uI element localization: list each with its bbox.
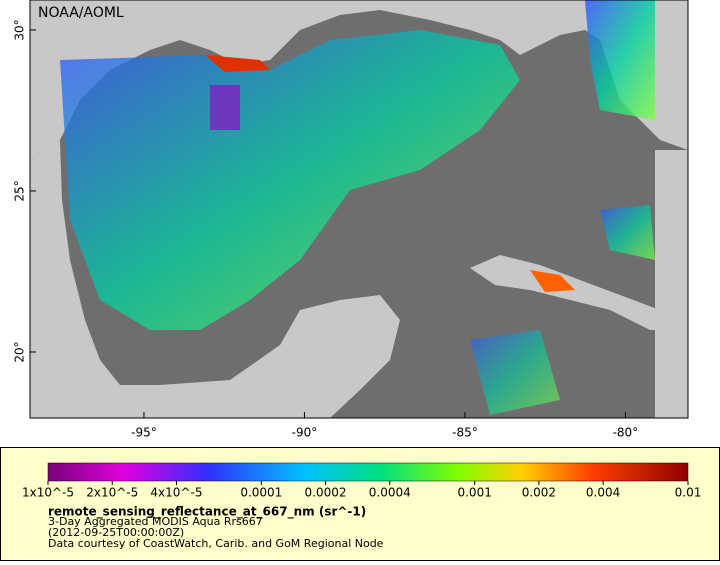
map-frame <box>29 0 689 419</box>
colorbar-tick-label: 0.0001 <box>240 486 282 500</box>
legend-line: (2012-09-25T00:00:00Z) <box>48 526 184 539</box>
y-tick-label: 30° <box>13 19 27 40</box>
credit: NOAA/AOML <box>38 5 124 21</box>
colorbar-tick-label: 0.01 <box>675 486 702 500</box>
reflectance-atlantic <box>585 0 655 120</box>
colorbar <box>47 462 689 482</box>
map: NOAA/AOML <box>29 0 689 419</box>
land-mexico <box>30 140 400 418</box>
reflectance-caribbean <box>470 330 560 415</box>
x-tick-label: -90° <box>292 426 318 440</box>
reflectance-patch <box>210 85 240 130</box>
legend-title: remote_sensing_reflectance_at_667_nm (sr… <box>48 505 366 520</box>
colorbar-tick-label: 0.0004 <box>369 486 411 500</box>
land-us <box>30 0 688 160</box>
colorbar-tick-label: 0.0002 <box>305 486 347 500</box>
colorbar-tick-label: 0.001 <box>457 486 491 500</box>
x-tick-label: -85° <box>452 426 478 440</box>
x-tick-label: -95° <box>131 426 157 440</box>
reflectance-bahamas <box>600 205 655 260</box>
colorbar-tick-label: 4x10^-5 <box>150 486 202 500</box>
legend-line: Data courtesy of CoastWatch, Carib. and … <box>48 537 384 550</box>
reflectance-cuba <box>530 270 575 292</box>
colorbar-tick-label: 2x10^-5 <box>86 486 138 500</box>
legend-line: 3-Day Aggregated MODIS Aqua Rrs667 <box>48 515 263 528</box>
land-cuba <box>470 255 688 330</box>
y-tick-label: 20° <box>13 341 27 362</box>
colorbar-tick-label: 0.004 <box>586 486 620 500</box>
x-tick-label: -80° <box>613 426 639 440</box>
colorbar-tick-label: 1x10^-5 <box>22 486 74 500</box>
colorbar-tick-label: 0.002 <box>522 486 556 500</box>
reflectance-coast <box>205 55 270 72</box>
land-east <box>655 150 688 418</box>
credit-box <box>32 2 132 22</box>
y-tick-label: 25° <box>13 180 27 201</box>
reflectance-swath <box>60 30 520 330</box>
